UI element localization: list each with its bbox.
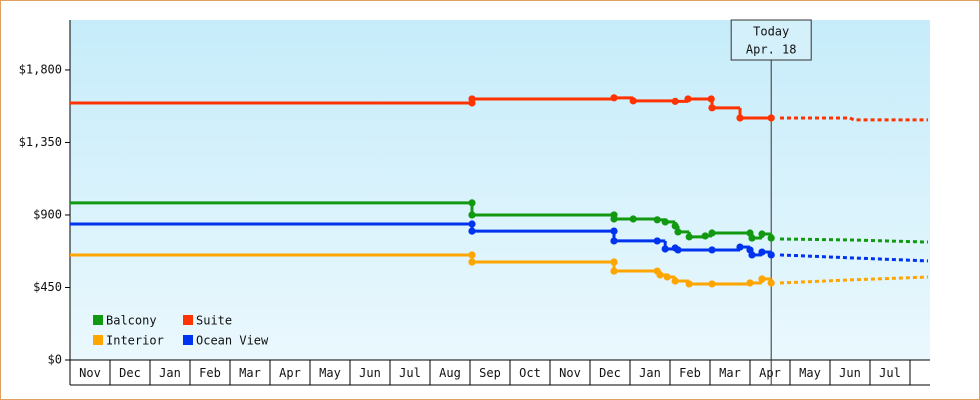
price-point	[661, 218, 669, 226]
price-point	[661, 245, 669, 253]
price-point	[758, 248, 766, 256]
x-tick-label: May	[319, 366, 341, 380]
price-point	[767, 251, 775, 259]
x-tick-label: Aug	[439, 366, 461, 380]
price-point	[767, 279, 775, 287]
x-tick-label: May	[799, 366, 821, 380]
x-tick-label: Jul	[399, 366, 421, 380]
price-point	[746, 279, 754, 287]
legend-swatch	[183, 315, 193, 325]
price-point	[674, 246, 682, 254]
price-point	[468, 211, 476, 219]
price-point	[653, 216, 661, 224]
price-point	[708, 246, 716, 254]
legend-swatch	[183, 335, 193, 345]
price-point	[610, 267, 618, 275]
x-tick-label: Jun	[359, 366, 381, 380]
x-tick-label: Dec	[119, 366, 141, 380]
today-box	[730, 19, 812, 61]
price-point	[468, 220, 476, 228]
x-tick-label: Mar	[239, 366, 261, 380]
today-label: Today	[753, 25, 789, 39]
plot-area	[70, 20, 930, 360]
price-point	[610, 258, 618, 266]
y-tick-label: $1,800	[19, 62, 62, 76]
forecast-line	[779, 275, 929, 285]
forecast-line	[780, 116, 928, 122]
price-point	[758, 230, 766, 238]
price-point	[767, 234, 775, 242]
forecast-line	[779, 237, 929, 244]
legend-label: Suite	[196, 314, 232, 328]
grid-layer: $0 $450 $900 $1,350 $1,800 Nov Dec Jan Feb Mar Apr…	[19, 20, 930, 386]
y-tick-label: $450	[33, 280, 62, 294]
price-point	[671, 222, 679, 230]
x-tick-label: Sep	[479, 366, 501, 380]
price-point	[758, 275, 766, 283]
price-point	[610, 227, 618, 235]
price-point	[610, 94, 618, 102]
price-point	[468, 251, 476, 259]
x-tick-label: Mar	[719, 366, 741, 380]
x-tick-label: Jul	[879, 366, 901, 380]
price-point	[629, 215, 637, 223]
y-tick-label: $0	[48, 353, 62, 367]
x-tick-label: Jun	[839, 366, 861, 380]
x-tick-label: Jan	[639, 366, 661, 380]
x-tick-label: Feb	[679, 366, 701, 380]
price-point	[748, 234, 756, 242]
today-label: Apr. 18	[746, 43, 797, 57]
price-point	[748, 251, 756, 259]
x-tick-label: Jan	[159, 366, 181, 380]
price-point	[468, 95, 476, 103]
legend-label: Balcony	[106, 314, 157, 328]
price-point	[736, 243, 744, 251]
legend-swatch	[93, 315, 103, 325]
forecast-line	[779, 253, 929, 263]
y-tick-label: $1,350	[19, 135, 62, 149]
price-point	[468, 227, 476, 235]
price-point	[663, 273, 671, 281]
legend-label: Interior	[106, 334, 164, 348]
price-point	[468, 258, 476, 266]
x-tick-label: Nov	[79, 366, 101, 380]
x-tick-label: Oct	[519, 366, 541, 380]
price-point	[671, 97, 679, 105]
y-tick-label: $900	[33, 207, 62, 221]
x-tick-label: Dec	[599, 366, 621, 380]
marks-layer: Today Apr. 18 Balcony Suite Interior Ocean Vi…	[70, 19, 929, 385]
price-point	[708, 104, 716, 112]
price-point	[708, 280, 716, 288]
price-point	[708, 229, 716, 237]
price-point	[629, 97, 637, 105]
price-point	[653, 237, 661, 245]
price-point	[685, 280, 693, 288]
legend-swatch	[93, 335, 103, 345]
price-point	[685, 233, 693, 241]
price-point	[468, 199, 476, 207]
x-tick-label: Apr	[759, 366, 781, 380]
price-point	[656, 271, 664, 279]
x-tick-label: Feb	[199, 366, 221, 380]
price-point	[671, 277, 679, 285]
legend-label: Ocean View	[196, 334, 269, 348]
price-point	[610, 215, 618, 223]
price-point	[610, 237, 618, 245]
price-point	[707, 95, 715, 103]
price-point	[701, 232, 709, 240]
price-point	[736, 114, 744, 122]
price-point	[674, 228, 682, 236]
x-tick-label: Nov	[559, 366, 581, 380]
price-point	[767, 114, 775, 122]
price-point	[684, 95, 692, 103]
x-tick-label: Apr	[279, 366, 301, 380]
